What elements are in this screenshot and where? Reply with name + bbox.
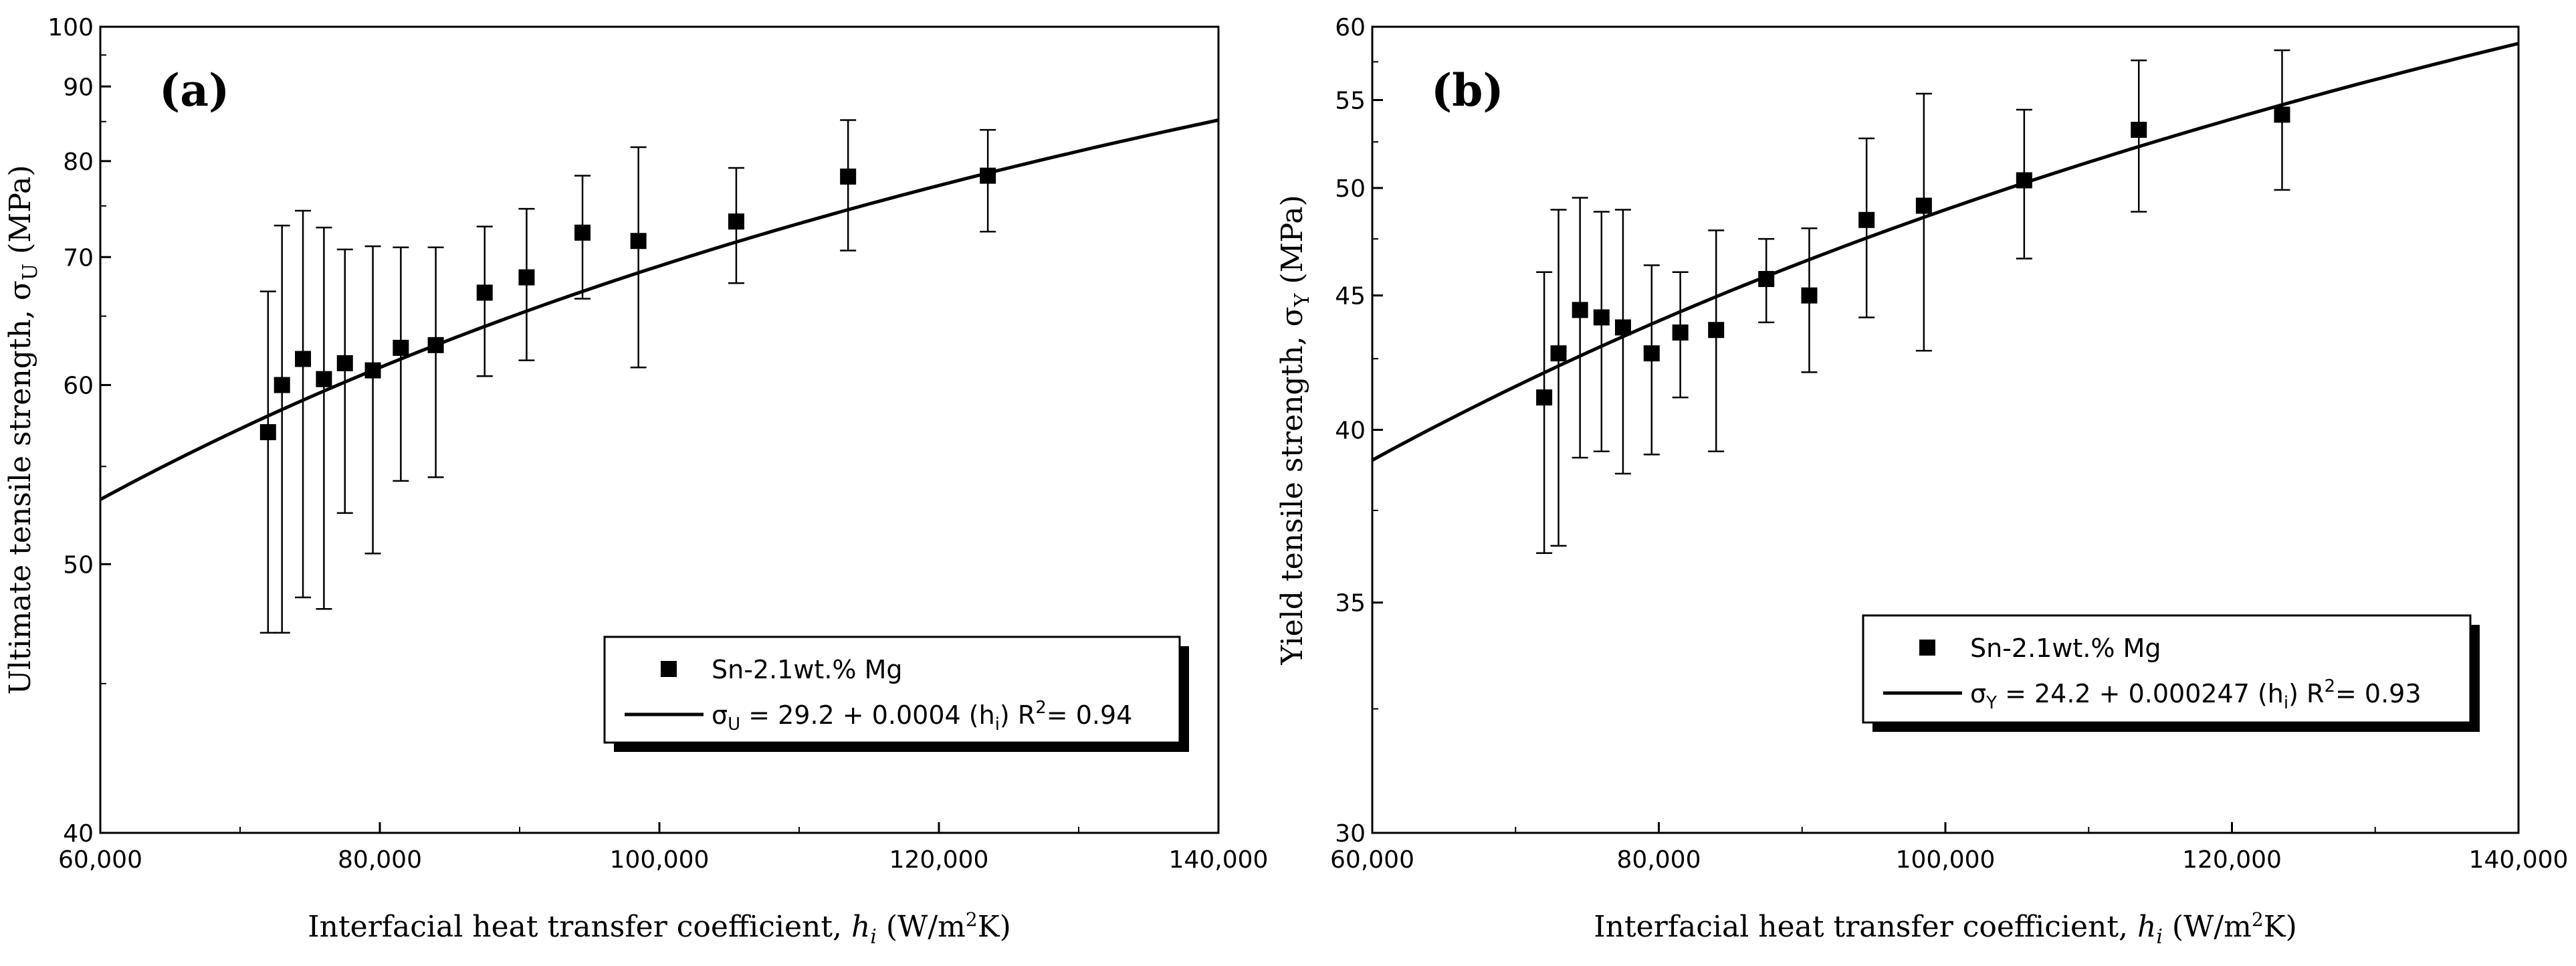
x-tick-label: 80,000 — [338, 846, 422, 874]
data-point — [274, 377, 290, 393]
x-tick-label: 100,000 — [610, 846, 710, 874]
legend: Sn-2.1wt.% Mg σU = 29.2 + 0.0004 (hi) R2=… — [603, 636, 1189, 752]
legend-box — [1862, 614, 2472, 724]
x-axis-label: Interfacial heat transfer coefficient, h… — [1594, 908, 2297, 949]
x-tick-label: 60,000 — [1330, 846, 1414, 874]
x-tick-label: 120,000 — [889, 846, 989, 874]
data-point — [728, 213, 744, 230]
data-point — [518, 269, 535, 286]
data-points — [259, 119, 996, 634]
y-tick-label: 90 — [63, 74, 94, 101]
panel-a: 60,000 80,000 100,000 120,000 140,000 40 50 60 7… — [3, 14, 1268, 949]
x-tick-label: 140,000 — [1169, 846, 1269, 874]
y-tick-label: 45 — [1335, 283, 1366, 310]
data-point — [1550, 345, 1567, 362]
data-point — [1593, 309, 1610, 326]
legend-equation: σU = 29.2 + 0.0004 (hi) R2= 0.94 — [712, 698, 1132, 735]
data-point — [2274, 106, 2290, 123]
data-point — [1672, 324, 1689, 341]
data-point — [1915, 197, 1932, 214]
x-tick-label: 60,000 — [58, 846, 142, 874]
legend-label: Sn-2.1wt.% Mg — [712, 655, 903, 684]
y-tick-label: 50 — [1335, 175, 1366, 203]
legend-equation: σY = 24.2 + 0.000247 (hi) R2= 0.93 — [1970, 676, 2422, 713]
data-point — [630, 233, 647, 250]
y-axis-label: Yield tensile strength, σY (MPa) — [1275, 195, 1314, 665]
panel-b: 60,000 80,000 100,000 120,000 140,000 30 35 40 4… — [1275, 14, 2568, 949]
y-tick-label: 40 — [1335, 417, 1366, 445]
data-point — [1536, 389, 1553, 406]
data-point — [295, 351, 312, 367]
x-tick-label: 120,000 — [2182, 846, 2282, 874]
data-point — [316, 371, 332, 387]
y-tick-label: 40 — [63, 820, 94, 848]
x-tick-label: 100,000 — [1896, 846, 1996, 874]
data-point — [364, 362, 381, 379]
data-point — [840, 168, 857, 185]
legend: Sn-2.1wt.% Mg σY = 24.2 + 0.000247 (hi) R… — [1862, 614, 2480, 732]
data-point — [2016, 172, 2032, 189]
y-tick-label: 80 — [63, 149, 94, 176]
legend-label: Sn-2.1wt.% Mg — [1970, 634, 2161, 663]
y-tick-label: 50 — [63, 551, 94, 579]
y-axis-label: Ultimate tensile strength, σU (MPa) — [3, 165, 42, 695]
data-point — [1708, 322, 1725, 339]
fit-line — [99, 118, 1219, 501]
panel-label: (a) — [159, 64, 229, 116]
legend-box — [603, 636, 1181, 744]
data-point — [1643, 345, 1660, 362]
x-tick-label: 140,000 — [2469, 846, 2569, 874]
legend-marker — [1919, 640, 1935, 656]
y-tick-label: 60 — [1335, 14, 1366, 41]
data-point — [259, 424, 276, 441]
data-point — [980, 167, 996, 184]
y-tick-label: 55 — [1335, 88, 1366, 115]
y-tick-label: 100 — [47, 14, 94, 41]
panel-label: (b) — [1431, 64, 1504, 116]
y-tick-label: 35 — [1335, 590, 1366, 617]
y-tick-label: 70 — [63, 244, 94, 272]
data-point — [574, 224, 591, 241]
data-point — [476, 284, 493, 301]
x-axis-label: Interfacial heat transfer coefficient, h… — [308, 908, 1011, 949]
y-tick-label: 60 — [63, 373, 94, 400]
data-point — [393, 339, 409, 356]
fit-line — [1371, 41, 2519, 462]
data-point — [2131, 122, 2147, 138]
legend-marker — [661, 661, 677, 677]
data-points — [1536, 49, 2290, 554]
data-point — [1572, 302, 1588, 318]
data-point — [336, 355, 353, 371]
y-tick-label: 30 — [1335, 820, 1366, 848]
data-point — [1758, 271, 1775, 288]
data-point — [1614, 319, 1631, 336]
data-point — [427, 336, 444, 353]
data-point — [1858, 211, 1875, 228]
x-tick-label: 80,000 — [1617, 846, 1701, 874]
data-point — [1801, 287, 1818, 304]
